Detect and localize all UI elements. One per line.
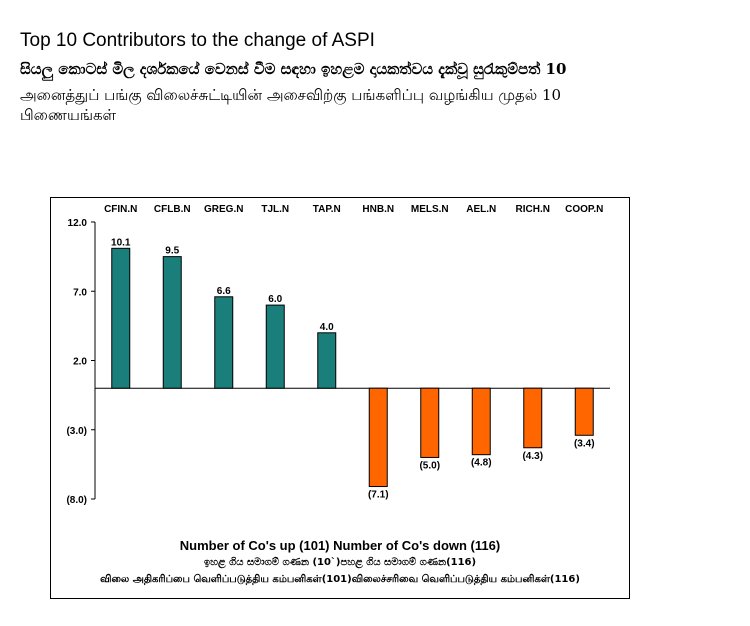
chart-frame	[50, 197, 630, 599]
y-tick-label: (3.0)	[66, 426, 87, 437]
bar-tap-n	[317, 332, 337, 389]
data-label: 4.0	[320, 322, 334, 333]
data-label: (5.0)	[419, 460, 440, 471]
footer-counts-ta: விலை அதிகரிப்பை வெளிப்படுத்திய கம்பனிகள்…	[100, 574, 580, 585]
bar-mels-n	[420, 387, 440, 458]
chart-title-ta-line2: பிணையங்கள்	[20, 106, 117, 124]
y-tick-label: 12.0	[68, 218, 88, 229]
bar-rich-n	[523, 387, 543, 449]
bar-cfin-n	[111, 247, 131, 389]
y-tick-label: 7.0	[73, 287, 87, 298]
bar-chart: 12.0 7.0 2.0 (3.0) (8.0) CFIN.N 10.1 CFLB.N 9.5 G…	[66, 204, 610, 506]
chart-title-ta-line1: அனைத்துப் பங்கு விலைச்சுட்டியின் அசைவிற்…	[20, 86, 562, 104]
category-label: MELS.N	[411, 204, 449, 215]
category-label: RICH.N	[516, 204, 550, 215]
data-label: 9.5	[165, 246, 179, 257]
y-tick-label: 2.0	[73, 357, 87, 368]
category-label: GREG.N	[204, 204, 243, 215]
category-label: TAP.N	[313, 204, 341, 215]
data-label: 6.0	[268, 294, 282, 305]
bar-hnb-n	[368, 387, 388, 488]
category-label: TJL.N	[261, 204, 289, 215]
footer-counts-si: ඉහළ ගිය සමාගම් ගණන (10`)පහළ ගිය සමාගම් ග…	[203, 557, 477, 568]
chart-title-si: සියලු කොටස් මිල දර්ශකයේ වෙනස් වීම සඳහා ඉ…	[20, 60, 567, 78]
data-label: 10.1	[111, 237, 131, 248]
category-label: CFIN.N	[104, 204, 137, 215]
data-label: (4.3)	[522, 451, 543, 462]
bar-tjl-n	[265, 304, 285, 389]
y-tick-label: (8.0)	[66, 495, 87, 506]
bar-ael-n	[471, 387, 491, 456]
bar-greg-n	[214, 296, 234, 389]
category-label: CFLB.N	[154, 204, 191, 215]
category-label: AEL.N	[466, 204, 496, 215]
category-label: HNB.N	[362, 204, 394, 215]
data-label: (4.8)	[471, 458, 492, 469]
bar-cflb-n	[162, 256, 182, 389]
footer-counts-en: Number of Co's up (101) Number of Co's d…	[179, 538, 501, 553]
bar-coop-n	[574, 387, 594, 436]
category-label: COOP.N	[565, 204, 603, 215]
chart-title-en: Top 10 Contributors to the change of ASP…	[20, 30, 375, 51]
data-label: 6.6	[217, 286, 231, 297]
data-label: (3.4)	[574, 438, 595, 449]
data-label: (7.1)	[368, 490, 389, 501]
